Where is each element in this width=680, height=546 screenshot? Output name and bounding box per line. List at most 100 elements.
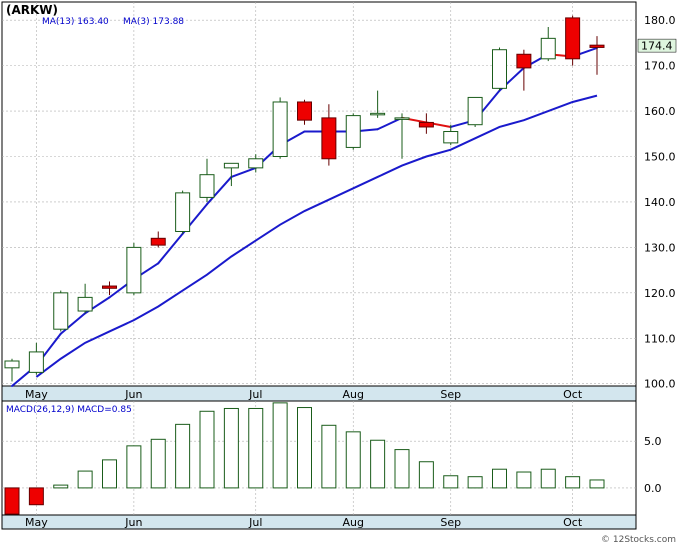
ma13-line (35, 94, 598, 378)
ma3-segment (206, 175, 233, 206)
price-month-label: May (25, 388, 48, 401)
macd-bar (443, 475, 459, 489)
candle (345, 113, 361, 150)
candle-body (492, 49, 507, 89)
candle (223, 162, 239, 187)
candle (150, 231, 166, 248)
macd-bar (467, 476, 483, 489)
legend-ma13-label: MA(13) (42, 17, 74, 27)
macd-legend-label: MACD (77, 405, 104, 415)
macd-bar (272, 402, 288, 489)
price-y-tick-label: 110.0 (644, 332, 676, 345)
macd-bar (199, 410, 215, 489)
macd-panel: May Jun Jul Aug Sep Oct 5.0 0.0 MACD(26,12,9) … (1, 400, 662, 530)
candle (77, 283, 93, 314)
candle-body (565, 17, 581, 60)
macd-bar (102, 459, 117, 489)
macd-bar (150, 438, 166, 489)
candle (175, 190, 191, 234)
legend-ma13-value: 163.40 (77, 17, 109, 27)
macd-title: MACD(26,12,9) (6, 405, 74, 415)
price-y-tick-label: 150.0 (644, 151, 676, 164)
candle-body (516, 53, 532, 69)
candle (126, 242, 142, 296)
legend-ma13: MA(13) 163.40 (42, 17, 109, 27)
candle-body (443, 131, 459, 144)
macd-bar (248, 407, 264, 489)
candle-body (297, 101, 312, 121)
candle-body (248, 158, 264, 169)
candle-body (223, 162, 239, 169)
candle-body (199, 174, 215, 198)
price-date-strip (1, 385, 637, 402)
last-price-tag: 174.4 (637, 38, 677, 53)
candle (467, 96, 483, 127)
candle-body (321, 117, 337, 160)
macd-y-tick-label: 5.0 (644, 435, 662, 448)
legend-ma3-label: MA(3) (123, 17, 150, 27)
macd-bar (516, 471, 532, 489)
macd-bar (175, 423, 191, 489)
candle (418, 113, 434, 134)
candle-body (77, 296, 93, 312)
macd-date-strip (1, 514, 637, 530)
macd-bar (77, 470, 93, 489)
price-panel: May Jun Jul Aug Sep Oct 100.0110.0120.0130.01… (1, 1, 677, 402)
macd-y-tick-labels: 5.0 0.0 (644, 435, 662, 495)
last-price-label: 174.4 (641, 40, 673, 53)
candle (321, 104, 337, 166)
candle-body (175, 192, 191, 232)
candle (53, 290, 69, 332)
candle (248, 154, 264, 173)
candle-body (150, 237, 166, 246)
candle (102, 281, 117, 296)
price-y-tick-label: 180.0 (644, 14, 676, 27)
macd-legend: MACD(26,12,9) MACD=0.85 (6, 405, 132, 415)
candle-body (272, 101, 288, 158)
candle-body (370, 112, 386, 116)
candle-body (28, 351, 44, 373)
macd-month-label: Jul (248, 516, 262, 529)
candle-body (394, 117, 410, 120)
ticker-title: (ARKW) (6, 3, 58, 17)
macd-bar (53, 484, 69, 489)
candle (394, 113, 410, 159)
ma3-segment (59, 312, 87, 335)
macd-bar (321, 424, 337, 489)
macd-month-label: Jun (124, 516, 142, 529)
price-y-tick-label: 130.0 (644, 241, 676, 254)
macd-bar (4, 487, 20, 515)
macd-bar (394, 449, 410, 489)
candle-body (4, 360, 20, 369)
macd-bar (297, 407, 312, 489)
candle-body (467, 96, 483, 126)
candle (540, 26, 556, 62)
macd-month-label: Oct (563, 516, 583, 529)
candle-body (102, 285, 117, 289)
macd-y-tick-label: 0.0 (644, 482, 662, 495)
ma3-segment (157, 232, 184, 265)
price-panel-frame (1, 1, 637, 387)
price-y-tick-label: 140.0 (644, 196, 676, 209)
price-y-tick-labels: 100.0 110.0 120.0 130.0 140.0 150.0 160.0 170.0… (644, 14, 676, 391)
candle (492, 47, 507, 91)
candle (28, 342, 44, 375)
candle (443, 124, 459, 146)
macd-legend-value: 0.85 (112, 405, 132, 415)
macd-month-label: Aug (343, 516, 364, 529)
price-month-label: Jul (248, 388, 262, 401)
macd-bar (223, 407, 239, 489)
macd-bar (565, 476, 581, 489)
macd-month-labels: May Jun Jul Aug Sep Oct (25, 516, 583, 529)
candles (4, 15, 605, 382)
macd-panel-frame (1, 400, 637, 516)
ma3-segment (230, 166, 257, 178)
legend-ma3-value: 173.88 (153, 17, 185, 27)
macd-bar (370, 439, 386, 489)
candle-body (540, 37, 556, 60)
candle (565, 15, 581, 66)
price-month-label: Oct (563, 388, 583, 401)
price-month-label: Aug (343, 388, 364, 401)
legend-ma3: MA(3) 173.88 (123, 17, 184, 27)
